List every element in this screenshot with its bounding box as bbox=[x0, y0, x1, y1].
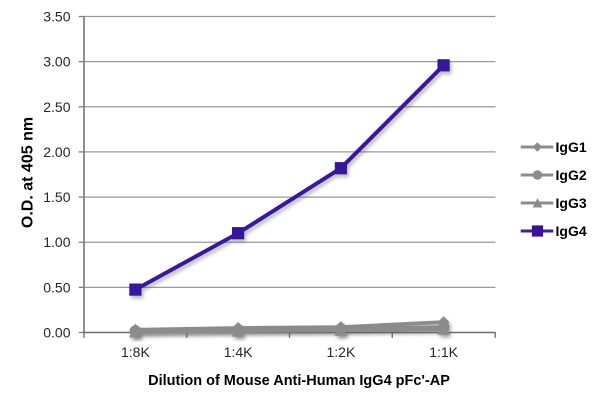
svg-text:3.00: 3.00 bbox=[43, 54, 70, 70]
svg-text:2.50: 2.50 bbox=[43, 99, 70, 115]
svg-text:1.00: 1.00 bbox=[43, 234, 70, 250]
svg-text:2.00: 2.00 bbox=[43, 144, 70, 160]
svg-text:3.50: 3.50 bbox=[43, 9, 70, 25]
svg-text:IgG1: IgG1 bbox=[556, 139, 587, 155]
svg-text:IgG2: IgG2 bbox=[556, 167, 587, 183]
svg-text:1:2K: 1:2K bbox=[326, 344, 355, 360]
svg-text:O.D. at 405 nm: O.D. at 405 nm bbox=[20, 117, 37, 228]
svg-text:1:4K: 1:4K bbox=[224, 344, 253, 360]
svg-text:IgG4: IgG4 bbox=[556, 223, 587, 239]
svg-text:1:1K: 1:1K bbox=[429, 344, 458, 360]
svg-text:1.50: 1.50 bbox=[43, 189, 70, 205]
svg-text:Dilution of Mouse Anti-Human I: Dilution of Mouse Anti-Human IgG4 pFc'-A… bbox=[148, 373, 450, 389]
svg-text:1:8K: 1:8K bbox=[121, 344, 150, 360]
svg-text:0.50: 0.50 bbox=[43, 279, 70, 295]
svg-text:IgG3: IgG3 bbox=[556, 195, 587, 211]
svg-text:0.00: 0.00 bbox=[43, 325, 70, 341]
